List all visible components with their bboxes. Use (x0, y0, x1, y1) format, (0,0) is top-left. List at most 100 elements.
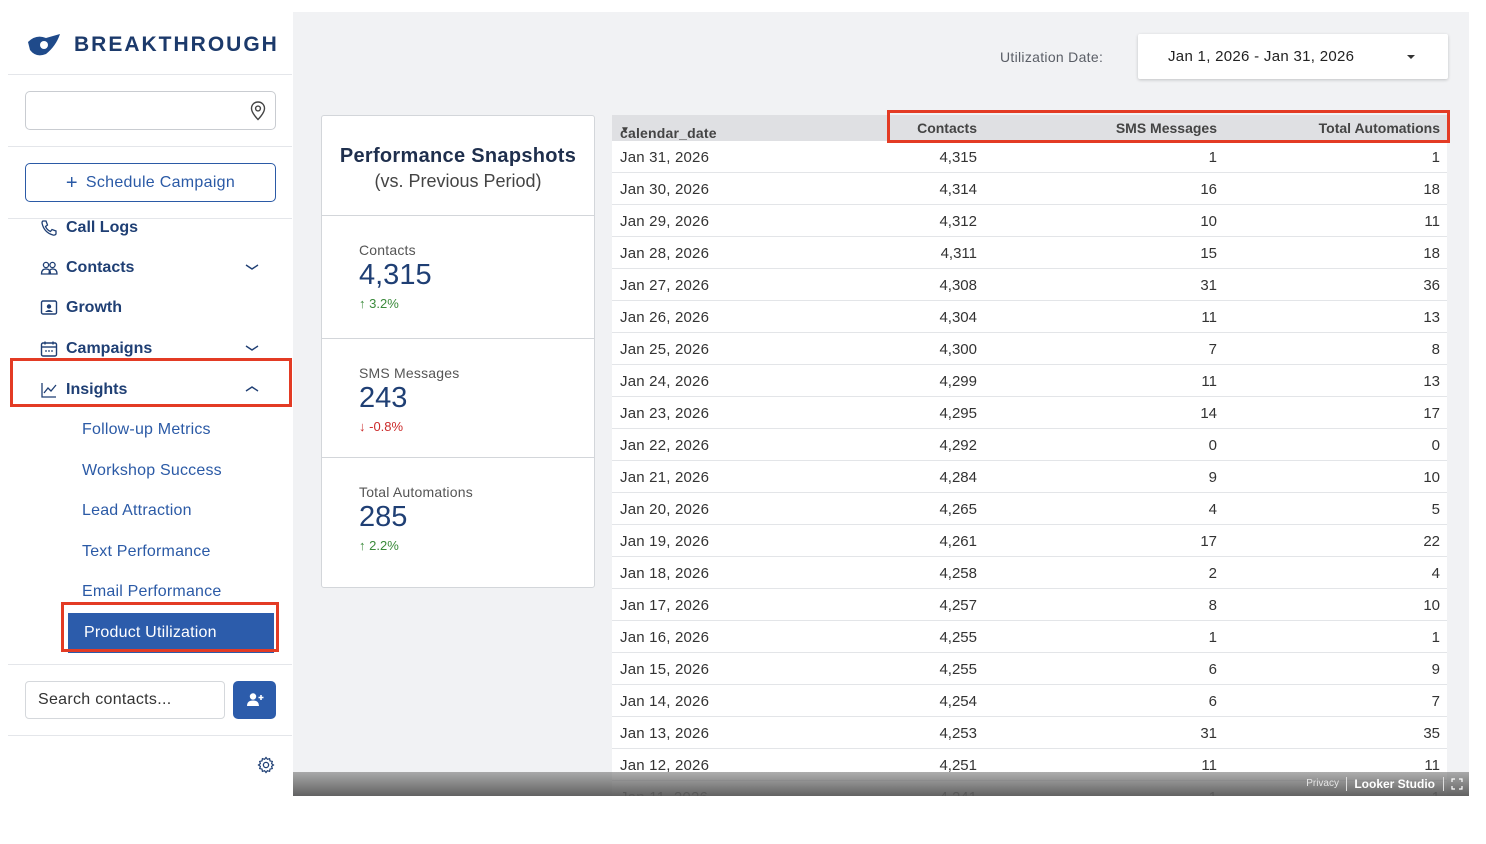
table-row[interactable]: Jan 26, 2026 4,304 11 13 (612, 301, 1447, 333)
table-row[interactable]: Jan 27, 2026 4,308 31 36 (612, 269, 1447, 301)
table-cell: 0 (1431, 437, 1440, 454)
divider (8, 735, 292, 736)
presentation-icon (40, 300, 58, 315)
divider (8, 146, 292, 147)
highlight-insights (10, 358, 292, 407)
table-cell: 15 (1200, 245, 1217, 262)
sidebar-item-growth[interactable]: Growth (8, 288, 292, 328)
table-cell: 4,255 (939, 629, 977, 646)
table-row[interactable]: Jan 24, 2026 4,299 11 13 (612, 365, 1447, 397)
plus-icon: + (65, 171, 78, 194)
table-row[interactable]: Jan 15, 2026 4,255 6 9 (612, 653, 1447, 685)
table-cell: Jan 14, 2026 (620, 693, 710, 710)
divider (8, 74, 292, 75)
brand-logo[interactable]: BREAKTHROUGH (26, 30, 279, 60)
looker-footer: Privacy Looker Studio (293, 772, 1469, 796)
sidebar-subitem-workshop-success[interactable]: Workshop Success (66, 451, 278, 491)
looker-studio-link[interactable]: Looker Studio (1354, 777, 1435, 791)
table-cell: 16 (1200, 181, 1217, 198)
table-cell: Jan 27, 2026 (620, 277, 710, 294)
table-cell: 1 (1431, 629, 1440, 646)
metric-value: 4,315 (359, 259, 432, 291)
table-cell: 18 (1423, 181, 1440, 198)
table-cell: 4,292 (939, 437, 977, 454)
snapshot-subtitle: (vs. Previous Period) (374, 171, 542, 191)
chevron-down-icon[interactable] (244, 342, 260, 354)
table-row[interactable]: Jan 20, 2026 4,265 4 5 (612, 493, 1447, 525)
table-row[interactable]: Jan 23, 2026 4,295 14 17 (612, 397, 1447, 429)
highlight-metric-headers (887, 110, 1450, 143)
table-row[interactable]: Jan 30, 2026 4,314 16 18 (612, 173, 1447, 205)
sidebar-subitem-follow-up-metrics[interactable]: Follow-up Metrics (66, 410, 278, 450)
table-cell: 4,299 (939, 373, 977, 390)
sidebar-item-campaigns[interactable]: Campaigns (8, 329, 292, 369)
table-cell: 31 (1200, 725, 1217, 742)
table-cell: Jan 15, 2026 (620, 661, 710, 678)
schedule-campaign-label: Schedule Campaign (85, 173, 236, 191)
table-cell: 4,251 (939, 757, 977, 774)
sidebar-item-call-logs[interactable]: Call Logs (8, 218, 292, 248)
table-row[interactable]: Jan 13, 2026 4,253 31 35 (612, 717, 1447, 749)
sidebar-subitem-lead-attraction[interactable]: Lead Attraction (66, 491, 278, 531)
table-cell: 4 (1208, 501, 1217, 518)
caret-down-icon (1407, 55, 1415, 59)
table-cell: 9 (1431, 661, 1440, 678)
table-cell: 6 (1208, 693, 1217, 710)
table-row[interactable]: Jan 16, 2026 4,255 1 1 (612, 621, 1447, 653)
sidebar-item-contacts[interactable]: Contacts (8, 248, 292, 288)
column-header-contacts[interactable]: Contacts (917, 120, 977, 136)
column-header-calendar-date[interactable]: calendar_date ▼ (620, 120, 717, 141)
table-cell: 4,265 (939, 501, 977, 518)
table-row[interactable]: Jan 14, 2026 4,254 6 7 (612, 685, 1447, 717)
chevron-down-icon[interactable] (244, 261, 260, 273)
snapshot-header: Performance Snapshots (vs. Previous Peri… (322, 116, 594, 216)
table-cell: Jan 28, 2026 (620, 245, 710, 262)
table-row[interactable]: Jan 17, 2026 4,257 8 10 (612, 589, 1447, 621)
table-cell: 9 (1208, 469, 1217, 486)
sidebar-subitem-text-performance[interactable]: Text Performance (66, 532, 278, 572)
date-range-dropdown[interactable]: Jan 1, 2026 - Jan 31, 2026 (1138, 34, 1448, 79)
table-cell: 4,253 (939, 725, 977, 742)
sidebar-subitem-label: Lead Attraction (82, 502, 192, 519)
metric-contacts: Contacts 4,315 ↑ 3.2% (322, 217, 594, 339)
table-cell: 8 (1208, 597, 1217, 614)
table-row[interactable]: Jan 25, 2026 4,300 7 8 (612, 333, 1447, 365)
table-cell: 4,261 (939, 533, 977, 550)
add-contact-button[interactable] (233, 681, 276, 719)
column-header-sms-messages[interactable]: SMS Messages (1115, 120, 1217, 136)
table-cell: 1 (1431, 149, 1440, 166)
table-cell: Jan 22, 2026 (620, 437, 710, 454)
table-cell: 6 (1208, 661, 1217, 678)
privacy-link[interactable]: Privacy (1306, 778, 1339, 789)
table-row[interactable]: Jan 21, 2026 4,284 9 10 (612, 461, 1447, 493)
table-cell: 10 (1423, 469, 1440, 486)
column-header-total-automations[interactable]: Total Automations (1318, 120, 1440, 136)
gear-icon[interactable] (257, 756, 275, 774)
table-row[interactable]: Jan 18, 2026 4,258 2 4 (612, 557, 1447, 589)
sidebar-item-insights[interactable]: Insights (8, 370, 292, 410)
location-input[interactable] (25, 91, 276, 130)
table-row[interactable]: Jan 19, 2026 4,261 17 22 (612, 525, 1447, 557)
table-cell: 4,255 (939, 661, 977, 678)
divider (8, 218, 292, 219)
table-cell: 22 (1423, 533, 1440, 550)
map-pin-icon[interactable] (250, 101, 266, 121)
schedule-campaign-button[interactable]: + Schedule Campaign (25, 163, 276, 202)
sidebar-subitem-email-performance[interactable]: Email Performance (66, 572, 278, 612)
search-contacts-input[interactable]: Search contacts... (25, 681, 225, 719)
table-row[interactable]: Jan 28, 2026 4,311 15 18 (612, 237, 1447, 269)
table-cell: 10 (1200, 213, 1217, 230)
phone-icon (41, 220, 57, 236)
sort-desc-icon: ▼ (620, 125, 631, 136)
chevron-up-icon[interactable] (244, 383, 260, 395)
add-user-icon (246, 693, 263, 706)
metric-total-automations: Total Automations 285 ↑ 2.2% (322, 459, 594, 581)
table-row[interactable]: Jan 31, 2026 4,315 1 1 (612, 141, 1447, 173)
table-row[interactable]: Jan 29, 2026 4,312 10 11 (612, 205, 1447, 237)
sidebar-subitem-product-utilization[interactable]: Product Utilization (68, 613, 274, 653)
divider (1346, 777, 1347, 791)
table-cell: 4,312 (939, 213, 977, 230)
table-cell: Jan 16, 2026 (620, 629, 710, 646)
table-row[interactable]: Jan 22, 2026 4,292 0 0 (612, 429, 1447, 461)
fullscreen-icon[interactable] (1451, 778, 1463, 790)
